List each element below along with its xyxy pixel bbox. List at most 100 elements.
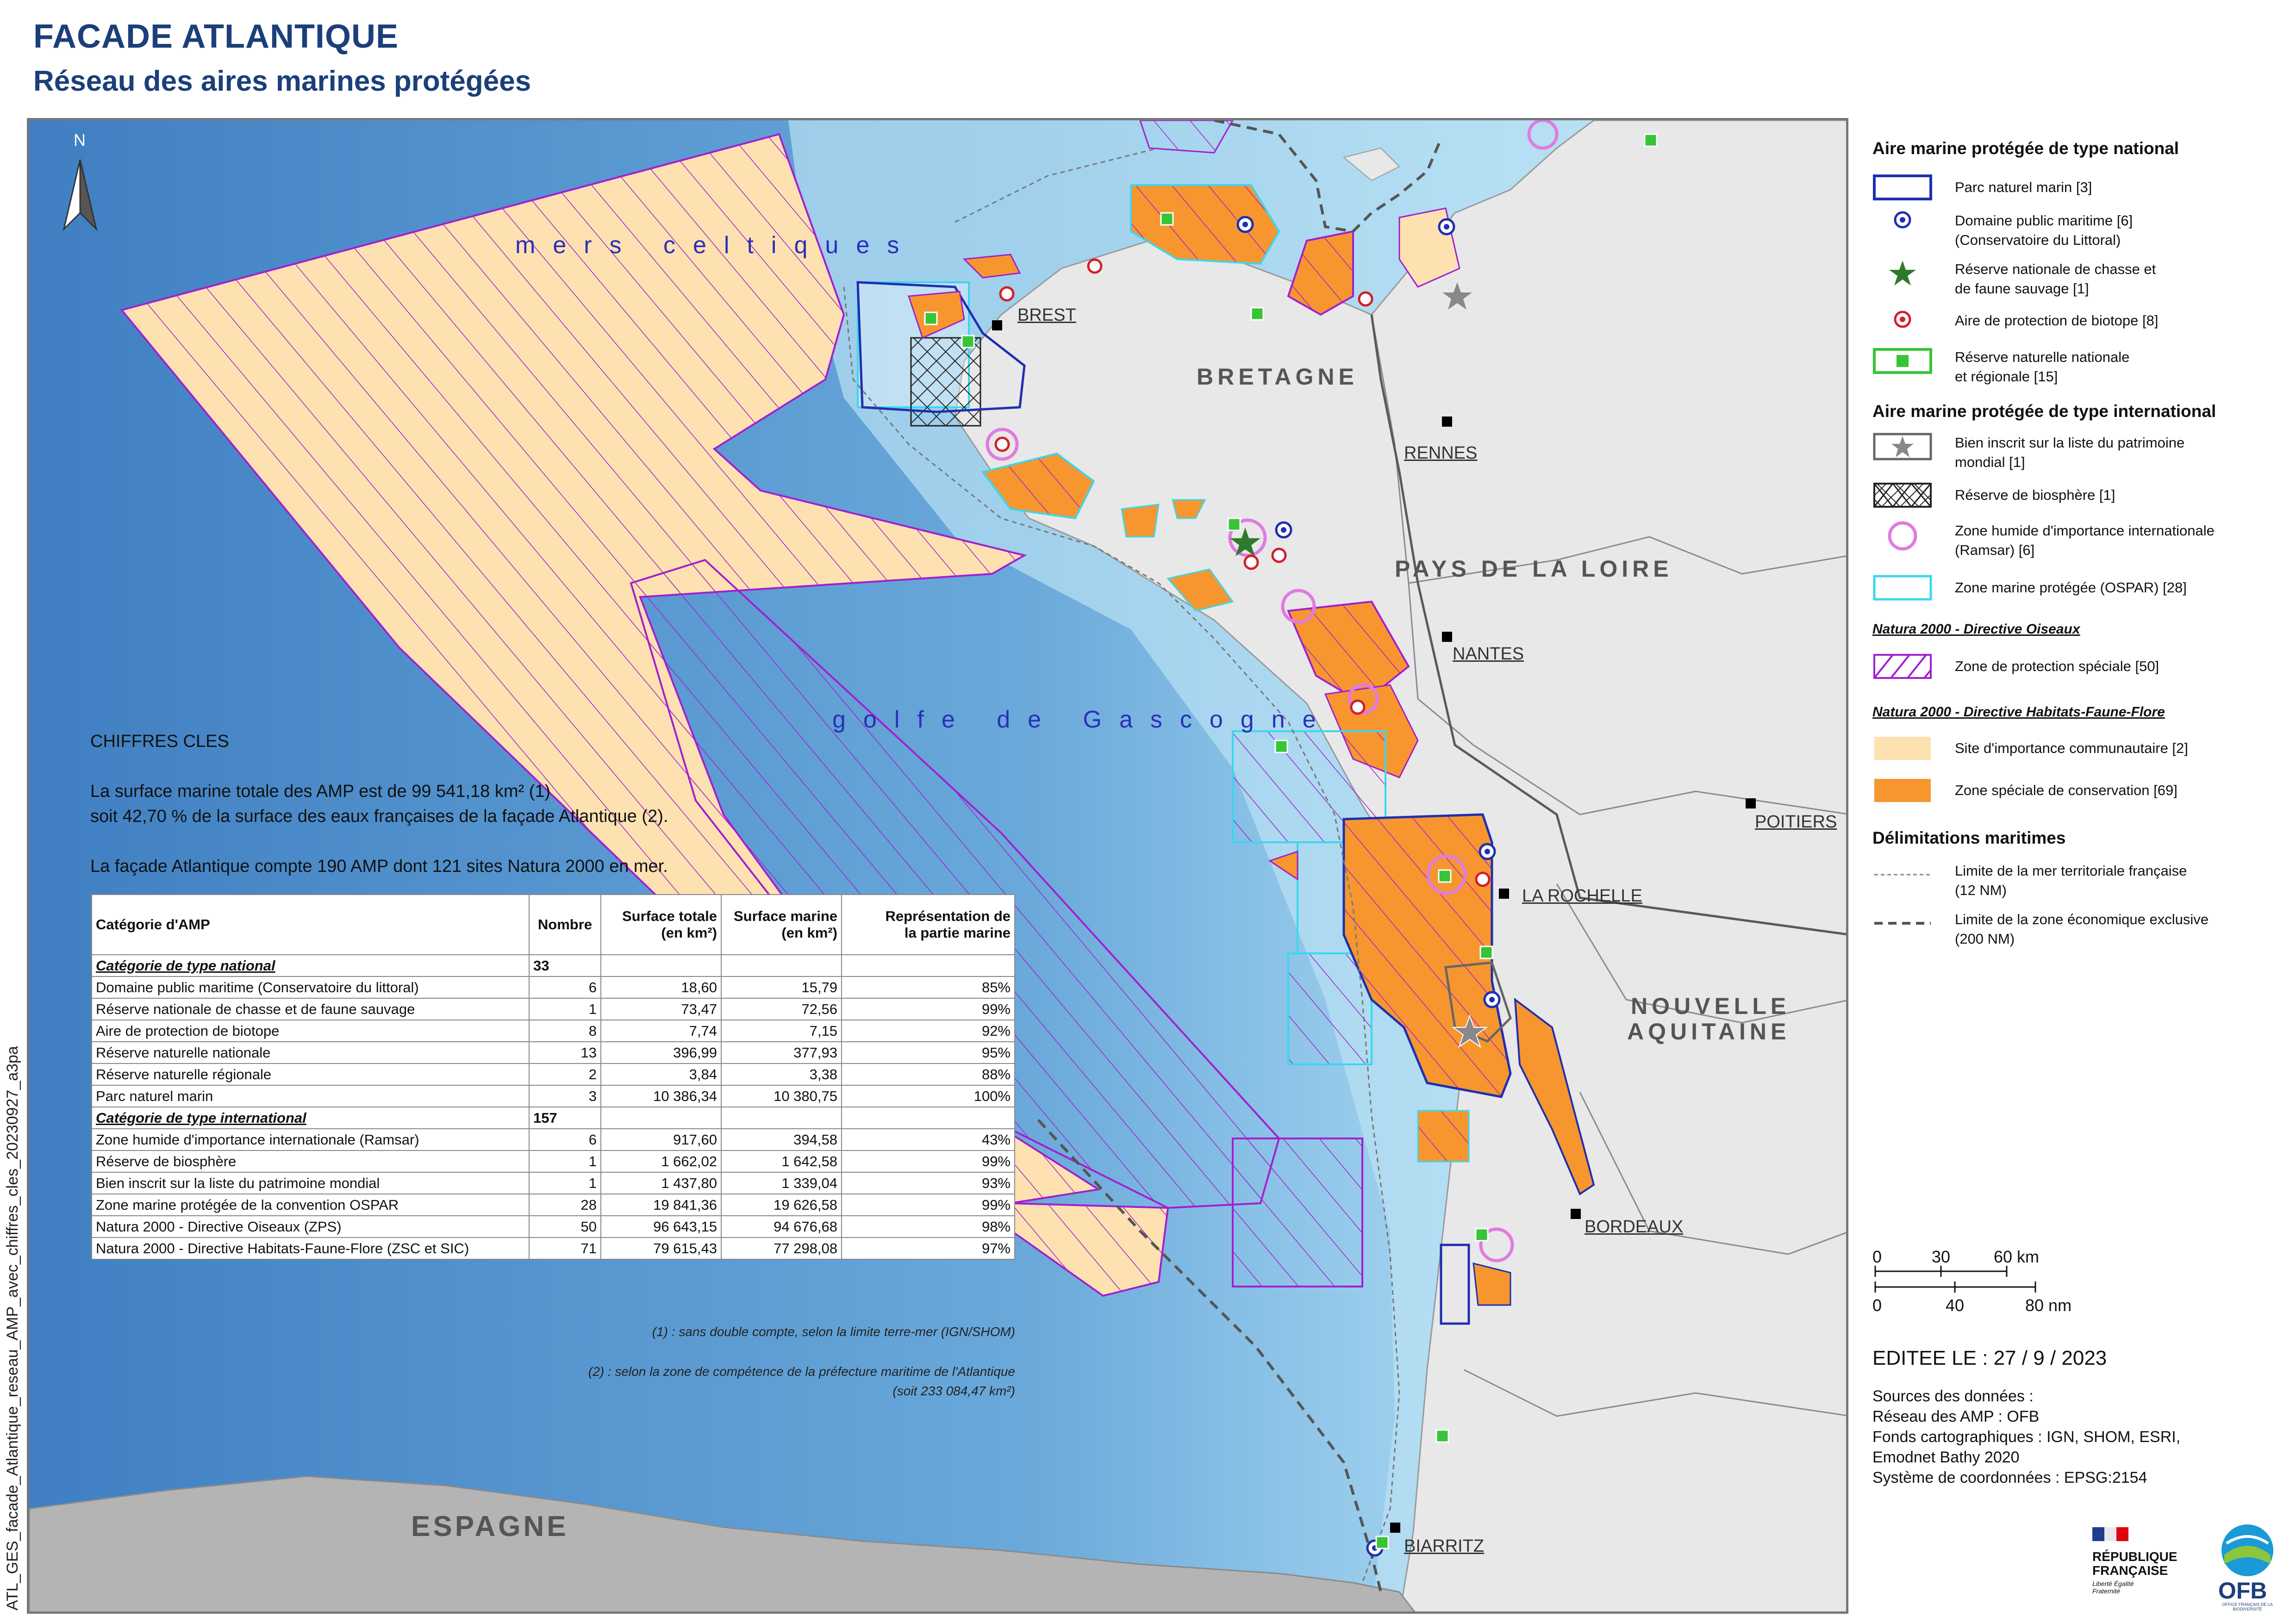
rf-label-1: RÉPUBLIQUE: [2092, 1549, 2177, 1564]
zps-south-box: [1232, 1138, 1363, 1287]
table-row: Aire de protection de biotope 8 7,74 7,15 92…: [91, 1020, 1015, 1042]
col-header-category: Catégorie d'AMP: [91, 894, 530, 955]
city-dot-la-rochelle: [1499, 889, 1509, 899]
map-subtitle: Réseau des aires marines protégées: [33, 65, 531, 97]
amp-statistics-table: Catégorie d'AMP Nombre Surface totale (en…: [91, 894, 1015, 1260]
table-row: Zone humide d'importance internationale …: [91, 1128, 1015, 1151]
document-code: ATL_GES_facade_Atlantique_reseau_AMP_ave…: [4, 1046, 21, 1611]
scale-nm-40: 40: [1946, 1296, 1965, 1315]
legend-international-title: Aire marine protégée de type internation…: [1872, 402, 2216, 421]
col-header-marine: Surface marine (en km²): [721, 894, 842, 955]
st-brieuc-zsc: [1287, 230, 1354, 316]
table-row: Domaine public maritime (Conservatoire d…: [91, 976, 1015, 999]
legend-label-dpm: Domaine public maritime [6] (Conservatoir…: [1955, 212, 2133, 248]
nature-reserves: [924, 133, 1658, 1549]
table-row: Natura 2000 - Directive Oiseaux (ZPS) 50 9…: [91, 1215, 1015, 1238]
legend-item-pnm: Parc naturel marin [3]: [1872, 171, 2280, 204]
ofb-globe-icon: [2221, 1524, 2273, 1576]
legend-label-zsc: Zone spéciale de conservation [69]: [1955, 782, 2177, 798]
dpm-sites: [1236, 216, 1501, 1557]
scale-bar: 0 30 60 km 0 40 80 nm: [1872, 1247, 2071, 1317]
zps-symbol: [1873, 654, 1932, 679]
groix-zsc: [1121, 504, 1160, 538]
city-label-poitiers: POITIERS: [1755, 812, 1837, 832]
legend-limits-title: Délimitations maritimes: [1872, 828, 2066, 847]
legend-item-unesco: Bien inscrit sur la liste du patrimoine m…: [1872, 430, 2280, 470]
scale-km-30: 30: [1932, 1247, 1951, 1266]
region-label-nouvelle-aquitaine-1: NOUVELLE: [1631, 993, 1791, 1019]
marianne-icon: [2092, 1527, 2128, 1541]
key-figures-title: CHIFFRES CLES: [90, 732, 229, 751]
north-arrow: [62, 159, 98, 231]
table-row: Réserve de biosphère 1 1 662,02 1 642,58 99%: [91, 1150, 1015, 1173]
map-title: FACADE ATLANTIQUE: [33, 18, 399, 55]
ofb-logo: OFB OFFICE FRANÇAIS DE LA BIODIVERSITÉ: [2213, 1523, 2282, 1611]
city-dot-nantes: [1442, 632, 1452, 642]
legend-n2000-oiseaux-title: Natura 2000 - Directive Oiseaux: [1872, 622, 2080, 637]
col-header-count: Nombre: [529, 894, 601, 955]
biotope-sites: [994, 258, 1491, 887]
legend-label-reserves: Réserve naturelle nationale et régionale …: [1955, 349, 2130, 385]
iroise-biosphere: [910, 337, 981, 427]
legend-item-apb: Aire de protection de biotope [8]: [1872, 305, 2280, 338]
legend-label-rncfs: Réserve nationale de chasse et de faune s…: [1955, 261, 2156, 297]
city-label-bordeaux: BORDEAUX: [1585, 1217, 1684, 1237]
region-label-nouvelle-aquitaine-2: AQUITAINE: [1627, 1019, 1791, 1045]
legend-label-ospar: Zone marine protégée (OSPAR) [28]: [1955, 579, 2187, 596]
eez-limit: [1037, 120, 1442, 1592]
rf-label-2: FRANÇAISE: [2092, 1563, 2168, 1578]
footnote-2a: (2) : selon la zone de compétence de la …: [588, 1364, 1015, 1379]
legend-national-title: Aire marine protégée de type national: [1872, 139, 2179, 158]
key-figures-line-1: La surface marine totale des AMP est de …: [90, 782, 551, 801]
col-header-share: Représentation de la partie marine: [841, 894, 1015, 955]
arcachon-basin-zsc: [1472, 1262, 1511, 1306]
eez-line-symbol: [1874, 922, 1931, 925]
city-label-rennes: RENNES: [1404, 443, 1478, 463]
city-dot-poitiers: [1746, 798, 1756, 808]
legend-label-territorial: Limite de la mer territoriale française(…: [1955, 863, 2187, 898]
sic-symbol: [1874, 737, 1931, 760]
legend-label-zps: Zone de protection spéciale [50]: [1955, 658, 2159, 674]
legend-label-apb: Aire de protection de biotope [8]: [1955, 312, 2159, 329]
city-dot-bordeaux: [1571, 1209, 1581, 1219]
star-icon: [1889, 261, 1916, 286]
col-header-total: Surface totale (en km²): [600, 894, 722, 955]
table-row: Zone marine protégée de la convention OS…: [91, 1194, 1015, 1216]
scale-nm-80: 80 nm: [2025, 1296, 2072, 1315]
oleron-unesco: [1444, 961, 1512, 1043]
ramsar-sites: [986, 120, 1559, 1262]
quiberon-zsc: [1172, 499, 1206, 519]
pnm-symbol: [1873, 174, 1932, 200]
channel-zps: [1139, 120, 1234, 154]
table-category-national: Catégorie de type national 33: [91, 954, 1015, 977]
legend-n2000-habitats-title: Natura 2000 - Directive Habitats-Faune-F…: [1872, 704, 2165, 720]
sea-label-gascogne: golfe de Gascogne: [832, 706, 1334, 733]
legend-label-pnm: Parc naturel marin [3]: [1955, 179, 2092, 195]
ramsar-ring-icon: [1888, 521, 1917, 551]
territorial-limit: [843, 147, 1400, 1583]
unesco-star-north: [1442, 282, 1472, 310]
table-row: Réserve naturelle régionale 2 3,84 3,38 88%: [91, 1063, 1015, 1086]
belle-ile-zsc: [1167, 568, 1234, 612]
ospar-symbol: [1873, 575, 1932, 601]
city-label-nantes: NANTES: [1453, 644, 1524, 664]
table-row: Réserve naturelle nationale 13 396,99 377,9…: [91, 1041, 1015, 1064]
table-row: Natura 2000 - Directive Habitats-Faune-F…: [91, 1237, 1015, 1260]
legend-label-zee: Limite de la zone économique exclusive (2…: [1955, 911, 2209, 947]
region-label-espagne: ESPAGNE: [411, 1511, 569, 1542]
biosphere-symbol: [1873, 483, 1932, 508]
morlaix-zsc: [962, 254, 1021, 279]
edition-date: EDITEE LE : 27 / 9 / 2023: [1872, 1347, 2107, 1369]
map-frame[interactable]: N mers celtiques golfe de Gascogne BRETA…: [27, 118, 1848, 1614]
gironde-estuary-zsc: [1514, 997, 1595, 1195]
footnote-2b: (soit 233 084,47 km²): [892, 1384, 1015, 1398]
glenan-zsc: [981, 452, 1095, 520]
footnote-1: (1) : sans double compte, selon la limit…: [652, 1325, 1015, 1339]
legend-label-sic: Site d'importance communautaire [2]: [1955, 740, 2188, 756]
dpm-symbol: [1894, 211, 1911, 229]
scale-bar-lines: [1874, 1266, 2036, 1293]
city-label-brest: BREST: [1017, 305, 1076, 325]
apb-symbol: [1894, 311, 1911, 328]
map-canvas[interactable]: [29, 120, 1848, 1614]
scale-km-0: 0: [1872, 1247, 1882, 1266]
